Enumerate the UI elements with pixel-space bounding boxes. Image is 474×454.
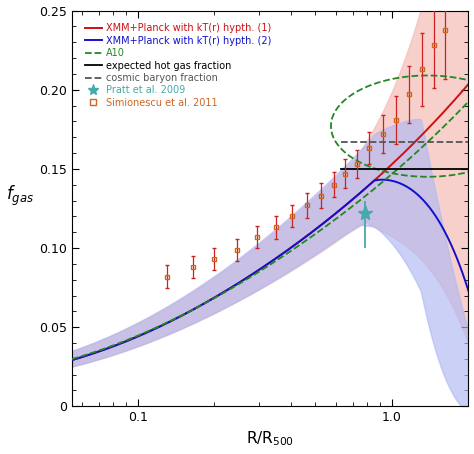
Legend: XMM+Planck with kT(r) hypth. (1), XMM+Planck with kT(r) hypth. (2), A10, expecte: XMM+Planck with kT(r) hypth. (1), XMM+Pl…	[81, 20, 275, 112]
X-axis label: R/R$_{500}$: R/R$_{500}$	[246, 430, 294, 449]
Y-axis label: $f_{gas}$: $f_{gas}$	[6, 184, 34, 208]
